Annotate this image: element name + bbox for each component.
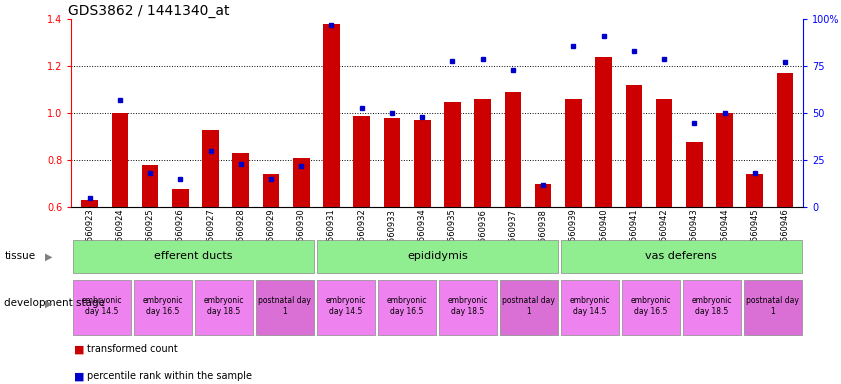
Bar <box>621 280 680 335</box>
Text: embryonic
day 16.5: embryonic day 16.5 <box>143 296 183 316</box>
Text: postnatal day
1: postnatal day 1 <box>746 296 799 316</box>
Text: tissue: tissue <box>4 251 35 262</box>
Text: embryonic
day 18.5: embryonic day 18.5 <box>691 296 732 316</box>
Bar <box>73 280 131 335</box>
Bar <box>73 240 314 273</box>
Bar <box>747 174 763 207</box>
Bar <box>626 85 643 207</box>
Bar <box>444 101 461 207</box>
Text: vas deferens: vas deferens <box>645 251 717 261</box>
Bar <box>256 280 314 335</box>
Bar <box>317 280 375 335</box>
Bar <box>439 280 497 335</box>
Bar <box>317 240 558 273</box>
Bar <box>686 142 702 207</box>
Text: development stage: development stage <box>4 298 105 308</box>
Bar <box>414 120 431 207</box>
Bar <box>353 116 370 207</box>
Bar <box>142 165 158 207</box>
Bar <box>378 280 436 335</box>
Bar <box>474 99 491 207</box>
Bar <box>561 240 801 273</box>
Text: embryonic
day 14.5: embryonic day 14.5 <box>569 296 610 316</box>
Bar <box>323 24 340 207</box>
Bar <box>561 280 619 335</box>
Text: epididymis: epididymis <box>407 251 468 261</box>
Text: ▶: ▶ <box>45 298 52 308</box>
Bar <box>743 280 801 335</box>
Bar <box>656 99 673 207</box>
Bar <box>262 174 279 207</box>
Text: embryonic
day 16.5: embryonic day 16.5 <box>631 296 671 316</box>
Text: embryonic
day 18.5: embryonic day 18.5 <box>204 296 244 316</box>
Bar <box>82 200 98 207</box>
Bar <box>232 153 249 207</box>
Text: percentile rank within the sample: percentile rank within the sample <box>87 371 251 381</box>
Text: postnatal day
1: postnatal day 1 <box>258 296 311 316</box>
Text: embryonic
day 16.5: embryonic day 16.5 <box>387 296 427 316</box>
Text: postnatal day
1: postnatal day 1 <box>502 296 555 316</box>
Bar <box>172 189 188 207</box>
Text: embryonic
day 18.5: embryonic day 18.5 <box>447 296 488 316</box>
Bar <box>777 73 793 207</box>
Text: GDS3862 / 1441340_at: GDS3862 / 1441340_at <box>68 4 230 18</box>
Text: ▶: ▶ <box>45 251 52 262</box>
Text: embryonic
day 14.5: embryonic day 14.5 <box>325 296 366 316</box>
Text: ■: ■ <box>74 371 84 381</box>
Bar <box>195 280 253 335</box>
Bar <box>683 280 741 335</box>
Bar <box>565 99 582 207</box>
Text: efferent ducts: efferent ducts <box>154 251 233 261</box>
Bar <box>500 280 558 335</box>
Bar <box>535 184 552 207</box>
Bar <box>383 118 400 207</box>
Text: ■: ■ <box>74 344 84 354</box>
Text: embryonic
day 14.5: embryonic day 14.5 <box>82 296 122 316</box>
Bar <box>134 280 192 335</box>
Bar <box>202 130 219 207</box>
Bar <box>505 92 521 207</box>
Bar <box>595 57 612 207</box>
Bar <box>112 113 128 207</box>
Text: transformed count: transformed count <box>87 344 177 354</box>
Bar <box>293 158 309 207</box>
Bar <box>717 113 733 207</box>
